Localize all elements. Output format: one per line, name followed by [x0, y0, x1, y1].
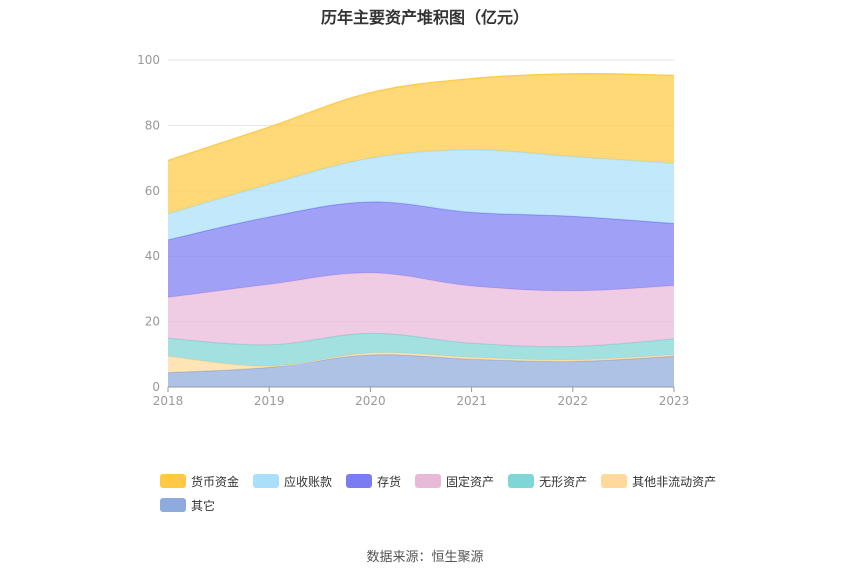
y-tick-label: 60: [145, 184, 160, 198]
legend-swatch: [415, 474, 442, 488]
legend-label: 存货: [377, 474, 402, 489]
y-tick-label: 40: [145, 249, 160, 263]
legend-label: 其他非流动资产: [632, 474, 717, 489]
legend-swatch: [601, 474, 628, 488]
x-tick-label: 2022: [558, 394, 589, 408]
area-series-3: [168, 272, 674, 347]
legend-label: 固定资产: [446, 474, 495, 489]
area-series-0: [168, 354, 674, 387]
legend-label: 应收账款: [284, 474, 333, 489]
x-tick-label: 2019: [254, 394, 285, 408]
legend-swatch: [253, 474, 280, 488]
area-series-4: [168, 201, 674, 298]
x-tick-label: 2018: [153, 394, 184, 408]
y-tick-label: 0: [152, 380, 160, 394]
chart-title: 历年主要资产堆积图（亿元）: [320, 8, 529, 27]
legend-swatch: [160, 474, 186, 488]
legend-swatch: [508, 474, 535, 488]
x-tick-label: 2023: [659, 394, 690, 408]
legend-item-1[interactable]: 应收账款: [253, 473, 332, 489]
data-source-note: 数据来源：恒生聚源: [366, 550, 484, 565]
y-tick-label: 100: [137, 53, 160, 67]
area-series-6: [168, 73, 674, 214]
legend-item-0[interactable]: 货币资金: [160, 473, 239, 489]
x-tick-label: 2021: [456, 394, 487, 408]
x-tick-label: 2020: [355, 394, 386, 408]
legend-item-5[interactable]: 其他非流动资产: [601, 473, 716, 489]
legend-label: 无形资产: [539, 474, 588, 489]
area-edge-5: [167, 149, 675, 215]
legend-item-6[interactable]: 其它: [160, 497, 215, 513]
legend-item-2[interactable]: 存货: [346, 473, 401, 489]
legend: 货币资金 应收账款 存货 固定资产 无形资产 其他非流动资产其它: [160, 473, 720, 513]
legend-swatch: [160, 498, 186, 512]
area-edge-4: [167, 201, 675, 241]
area-series-2: [168, 333, 674, 367]
legend-label: 其它: [191, 498, 216, 513]
legend-swatch: [346, 474, 373, 488]
axis-layer: 0 20 40 60 80 100 2018 2019 2020 2021 2022 2023: [137, 53, 689, 408]
area-series-5: [168, 149, 674, 240]
area-edge-6: [167, 73, 675, 161]
y-tick-label: 80: [145, 118, 160, 132]
y-tick-label: 20: [145, 315, 160, 329]
area-layer: [167, 73, 675, 387]
legend-label: 货币资金: [191, 474, 240, 489]
legend-item-3[interactable]: 固定资产: [415, 473, 494, 489]
legend-item-4[interactable]: 无形资产: [508, 473, 587, 489]
